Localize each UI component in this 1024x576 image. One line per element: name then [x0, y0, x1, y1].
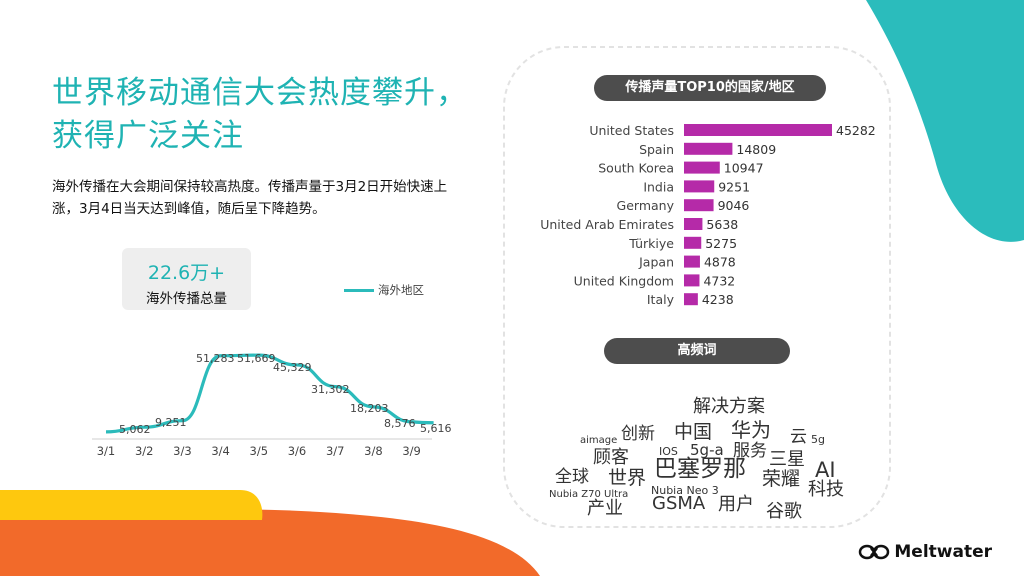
- data-label: 5,616: [420, 422, 452, 435]
- page-title: 世界移动通信大会热度攀升，获得广泛关注: [52, 75, 468, 154]
- data-label: 51,669: [237, 352, 276, 365]
- description-text: 海外传播在大会期间保持较高热度。传播声量于3月2日开始快速上涨，3月4日当天达到…: [52, 179, 448, 217]
- data-label: 51,283: [196, 352, 235, 365]
- x-tick-label: 3/6: [288, 444, 307, 458]
- x-tick-label: 3/9: [402, 444, 421, 458]
- bar-panel-title: 传播声量TOP10的国家/地区: [594, 75, 826, 101]
- bar-value-label: 5638: [706, 217, 738, 232]
- bar-category-label: Türkiye: [628, 236, 674, 251]
- data-label: 5,062: [119, 423, 151, 436]
- bar-category-label: Japan: [638, 255, 674, 270]
- meltwater-logo-icon: [859, 544, 890, 560]
- bar-value-label: 4238: [702, 292, 734, 307]
- bar-category-label: South Korea: [598, 161, 674, 176]
- teal-corner-shape: [866, 0, 1024, 242]
- bar-value-label: 9251: [718, 179, 750, 194]
- data-label: 8,576: [384, 417, 416, 430]
- x-tick-label: 3/5: [250, 444, 269, 458]
- bar-category-label: Italy: [647, 292, 675, 307]
- data-label: 45,329: [273, 361, 312, 374]
- bar-value-label: 5275: [705, 236, 737, 251]
- bar-value-label: 14809: [736, 142, 776, 157]
- bar: [684, 255, 700, 268]
- data-label: 31,302: [311, 383, 350, 396]
- bar-category-label: United States: [589, 123, 674, 138]
- legend-label: 海外地区: [378, 283, 424, 297]
- data-label: 9,251: [155, 416, 187, 429]
- x-tick-label: 3/8: [364, 444, 383, 458]
- series-line: [105, 353, 434, 434]
- bar-category-label: India: [643, 179, 674, 194]
- kpi-card: 22.6万+ 海外传播总量: [122, 248, 251, 310]
- x-tick-label: 3/4: [211, 444, 230, 458]
- kpi-value: 22.6万+: [147, 262, 226, 284]
- yellow-bar-shape: [0, 490, 263, 520]
- bar: [684, 124, 832, 136]
- bar: [684, 218, 703, 230]
- bar: [684, 236, 702, 249]
- brand-name: Meltwater: [894, 542, 992, 562]
- bar-value-label: 4878: [704, 255, 736, 270]
- bar: [684, 199, 714, 212]
- x-tick-label: 3/7: [326, 444, 345, 458]
- x-tick-label: 3/1: [97, 444, 116, 458]
- bar-value-label: 45282: [836, 123, 876, 138]
- bar-category-label: Germany: [617, 198, 675, 213]
- bar-value-label: 9046: [718, 198, 750, 213]
- bar-value-label: 10947: [724, 161, 764, 176]
- meltwater-logo: Meltwater: [858, 541, 992, 563]
- bar-category-label: Spain: [639, 142, 674, 157]
- x-tick-label: 3/3: [173, 444, 192, 458]
- bar: [684, 142, 733, 155]
- dashed-panel-border: [503, 46, 891, 528]
- data-label: 18,203: [350, 402, 389, 415]
- bar: [684, 180, 715, 193]
- bar-category-label: United Kingdom: [574, 273, 674, 288]
- wordcloud-title: 高频词: [604, 338, 790, 364]
- bar: [684, 274, 700, 287]
- legend-swatch: [344, 288, 374, 292]
- x-tick-label: 3/2: [135, 444, 154, 458]
- line-chart-legend: 海外地区: [344, 283, 424, 297]
- bar-category-label: United Arab Emirates: [540, 217, 674, 232]
- bar: [684, 293, 698, 306]
- kpi-label: 海外传播总量: [146, 291, 227, 307]
- bar: [684, 161, 720, 174]
- orange-wave-shape: [0, 509, 540, 576]
- bar-value-label: 4732: [703, 273, 735, 288]
